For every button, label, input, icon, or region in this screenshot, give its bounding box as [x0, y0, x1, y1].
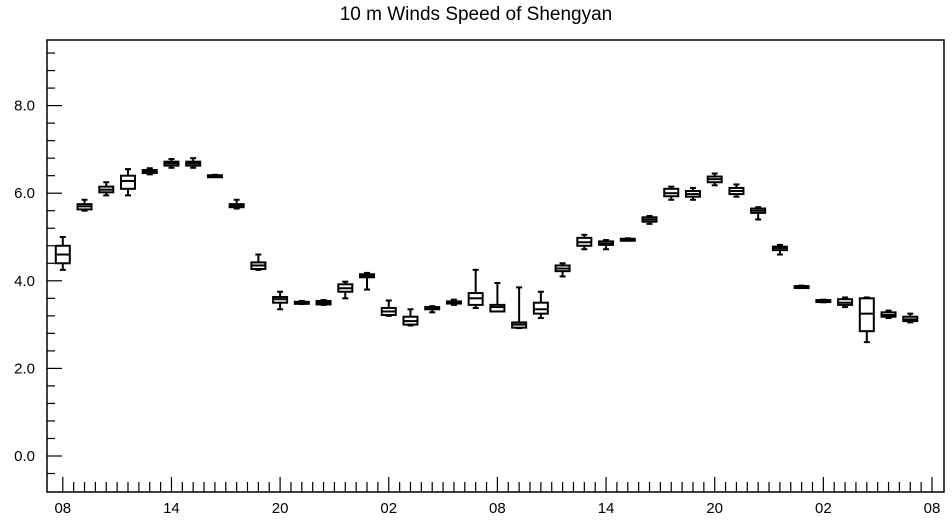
box-plot-item: [272, 290, 289, 311]
box-plot-item: [750, 206, 767, 221]
x-tick-label: 02: [380, 500, 397, 517]
box-plot-item: [98, 181, 115, 197]
box-plot-item: [380, 299, 397, 317]
box-plot-item: [858, 296, 875, 344]
box-plot-item: [185, 157, 202, 169]
box-plot-item: [293, 299, 310, 306]
box-plot-item: [54, 236, 71, 271]
box-plot-item: [359, 271, 376, 291]
iqr-box: [858, 297, 875, 333]
y-tick-label: 8.0: [14, 98, 35, 115]
x-tick-label: 14: [163, 500, 180, 517]
box-plot-item: [837, 296, 854, 309]
box-plot-item: [815, 298, 832, 304]
box-plot-item: [163, 158, 180, 169]
x-tick-label: 14: [598, 500, 615, 517]
y-tick-label: 6.0: [14, 185, 35, 202]
box-plot-item: [598, 239, 615, 251]
box-plot-item: [511, 286, 528, 330]
box-plot-item: [206, 173, 223, 179]
box-plot-item: [445, 298, 462, 306]
box-plot-item: [250, 253, 267, 271]
boxes-layer: [54, 157, 919, 344]
box-plot-item: [76, 198, 93, 212]
chart-title: 10 m Winds Speed of Shengyan: [339, 4, 613, 25]
iqr-box: [532, 301, 549, 315]
iqr-box: [119, 174, 136, 190]
box-plot-item: [141, 167, 158, 176]
box-plot-item: [793, 284, 810, 290]
box-plot-item: [402, 308, 419, 327]
x-tick-label: 08: [54, 500, 71, 517]
x-tick-label: 02: [815, 500, 832, 517]
y-tick-label: 4.0: [14, 273, 35, 290]
box-plot-item: [532, 290, 549, 320]
box-plot-item: [880, 309, 897, 320]
box-plot-item: [663, 185, 680, 201]
y-tick-label: 2.0: [14, 360, 35, 377]
box-plot-item: [706, 172, 723, 187]
x-tick-label: 08: [924, 500, 941, 517]
box-plot-item: [554, 262, 571, 278]
box-plot-item: [315, 299, 332, 306]
x-tick-label: 20: [706, 500, 723, 517]
box-plot-item: [337, 280, 354, 300]
box-plot-item: [771, 243, 788, 256]
box-plot-item: [619, 237, 636, 242]
x-tick-label: 08: [489, 500, 506, 517]
y-tick-label: 0.0: [14, 448, 35, 465]
iqr-box: [489, 303, 506, 313]
box-plot-item: [641, 214, 658, 225]
box-plot-item: [467, 268, 484, 309]
box-plot-item: [489, 281, 506, 313]
x-tick-label: 20: [272, 500, 289, 517]
box-plot-item: [228, 198, 245, 210]
box-plot-item: [424, 305, 441, 314]
box-plot-item: [684, 186, 701, 201]
box-plot-item: [902, 312, 919, 324]
axis-ticks-layer: [47, 52, 933, 492]
box-plot-item: [119, 168, 136, 197]
box-plot-item: [576, 233, 593, 251]
box-plot-item: [728, 183, 745, 198]
tick-labels-layer: 0.0 2.0 4.0 6.0 8.0 08 14 20 02 08 14 20 02 08: [14, 98, 940, 517]
plot-frame: [46, 39, 945, 493]
